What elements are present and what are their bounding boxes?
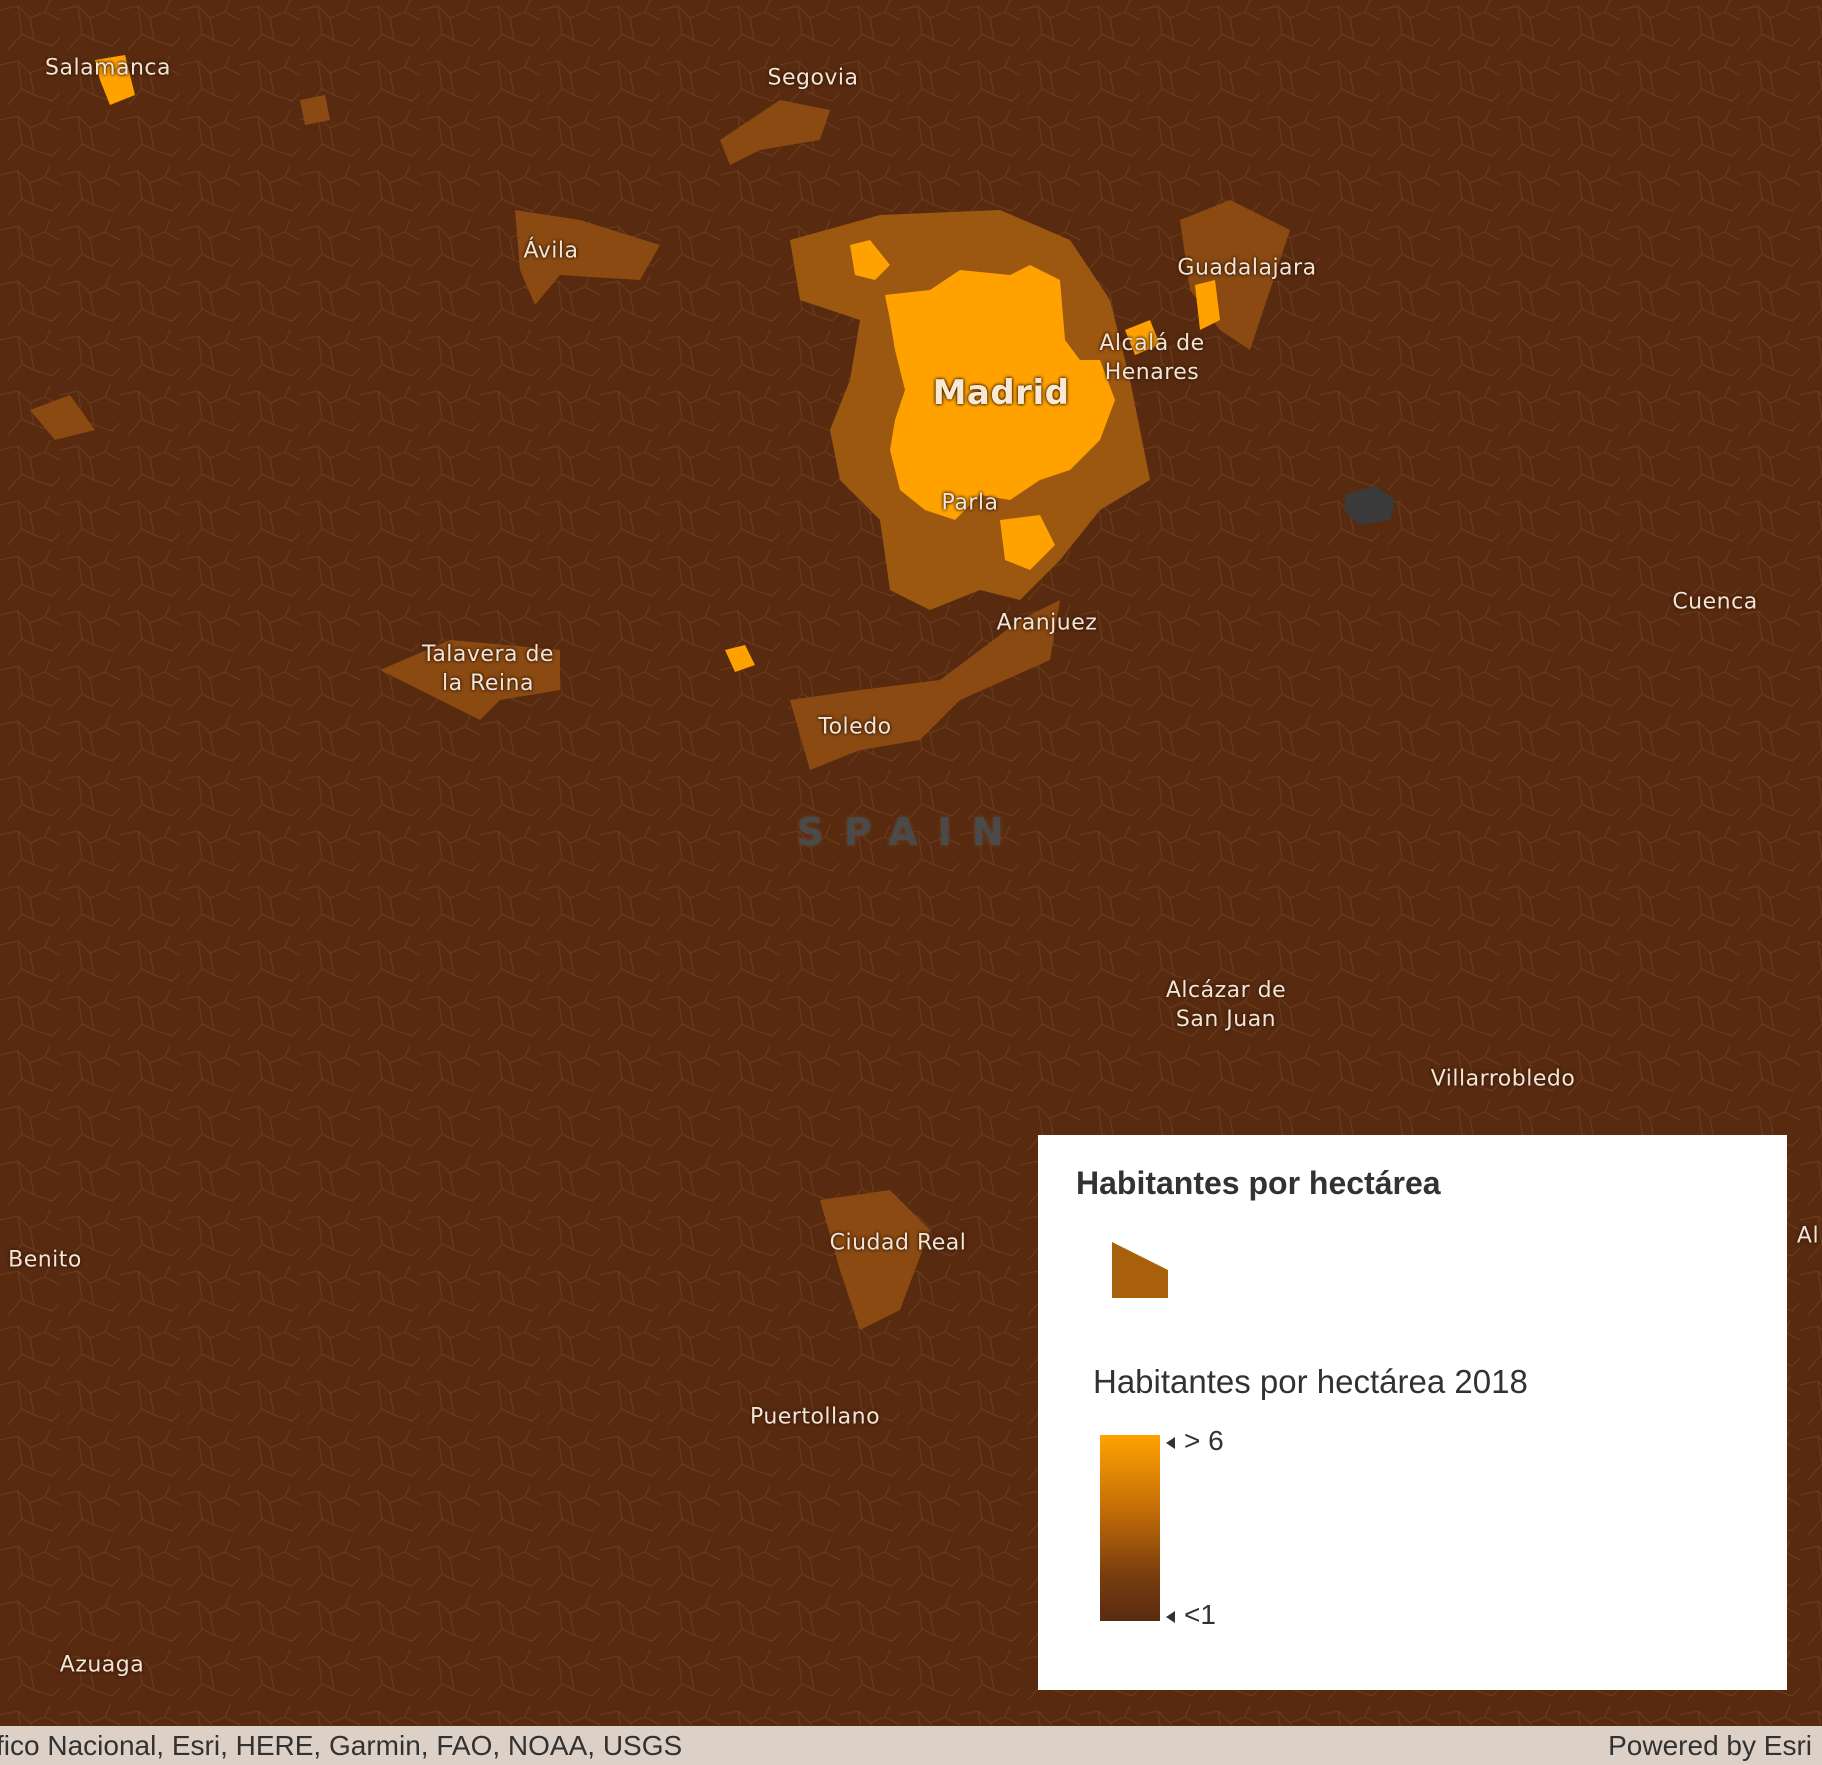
city-label-villarrobledo[interactable]: Villarrobledo	[1430, 1066, 1576, 1092]
legend-panel: Habitantes por hectárea Habitantes por h…	[1038, 1135, 1787, 1690]
medium-density-areas	[30, 95, 1290, 1330]
city-label-cuenca[interactable]: Cuenca	[1672, 589, 1758, 615]
attribution-bar: fico Nacional, Esri, HERE, Garmin, FAO, …	[0, 1726, 1822, 1765]
city-label-toledo[interactable]: Toledo	[818, 714, 892, 740]
city-label-avila[interactable]: Ávila	[523, 238, 579, 264]
city-label-guadalajara[interactable]: Guadalajara	[1177, 255, 1317, 281]
attribution-text[interactable]: fico Nacional, Esri, HERE, Garmin, FAO, …	[0, 1730, 683, 1761]
city-label-alcazar-de-san-juan[interactable]: Alcázar de San Juan	[1165, 978, 1287, 1032]
legend-low-text: <1	[1184, 1599, 1216, 1630]
city-label-partial-right[interactable]: Al	[1796, 1223, 1820, 1249]
city-label-segovia[interactable]: Segovia	[767, 65, 859, 91]
city-label-ciudad-real[interactable]: Ciudad Real	[829, 1230, 967, 1256]
city-label-azuaga[interactable]: Azuaga	[59, 1652, 145, 1678]
legend-low-label: <1	[1166, 1599, 1216, 1631]
legend-high-label: > 6	[1166, 1425, 1224, 1457]
powered-by-esri-link[interactable]: Powered by Esri	[1608, 1730, 1812, 1761]
city-label-salamanca[interactable]: Salamanca	[45, 55, 171, 81]
city-label-talavera-de-la-reina[interactable]: Talavera de la Reina	[422, 642, 554, 696]
city-label-aranjuez[interactable]: Aranjuez	[996, 610, 1098, 636]
high-density-areas	[95, 55, 1220, 672]
legend-high-text: > 6	[1184, 1425, 1224, 1456]
city-label-benito[interactable]: Benito	[8, 1247, 82, 1273]
legend-subtitle: Habitantes por hectárea 2018	[1093, 1363, 1528, 1400]
legend-swatch-icon	[1112, 1242, 1168, 1298]
country-label-spain: SPAIN	[796, 810, 1024, 854]
legend-color-ramp	[1100, 1435, 1160, 1621]
water-body	[1345, 485, 1395, 525]
city-label-puertollano[interactable]: Puertollano	[749, 1404, 881, 1430]
city-label-alcala-de-henares[interactable]: Alcalá de Henares	[1099, 331, 1205, 385]
legend-title: Habitantes por hectárea	[1076, 1165, 1441, 1201]
city-label-parla[interactable]: Parla	[941, 490, 999, 516]
city-label-madrid[interactable]: Madrid	[932, 373, 1070, 413]
